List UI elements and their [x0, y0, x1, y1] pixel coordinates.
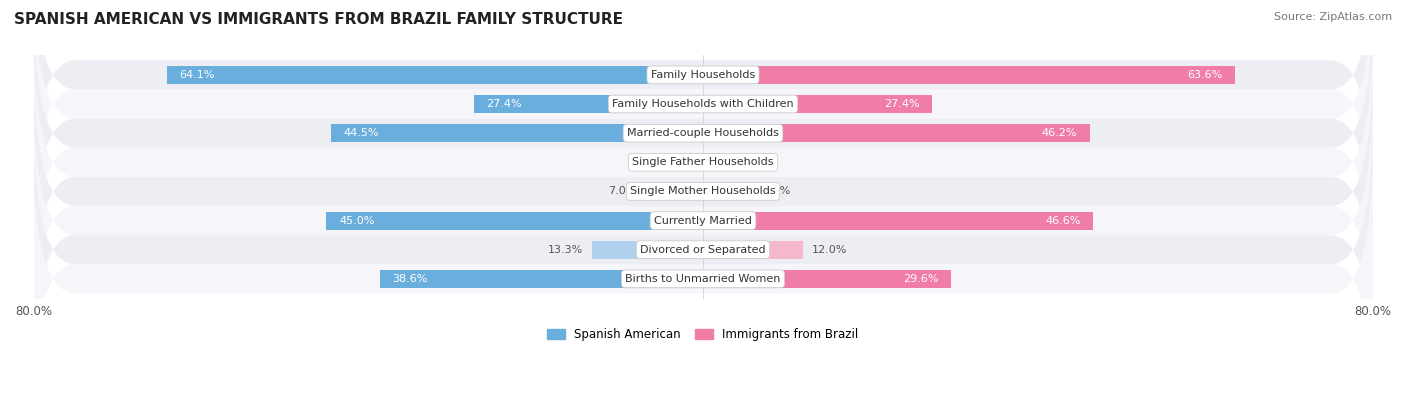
FancyBboxPatch shape [34, 148, 1372, 395]
Text: 6.1%: 6.1% [762, 186, 790, 196]
Text: 29.6%: 29.6% [903, 274, 938, 284]
Bar [703, 124, 1090, 142]
FancyBboxPatch shape [34, 60, 1372, 323]
Text: Divorced or Separated: Divorced or Separated [640, 245, 766, 255]
FancyBboxPatch shape [34, 0, 1372, 206]
Bar [703, 66, 1236, 84]
Bar [703, 182, 754, 201]
Text: Family Households: Family Households [651, 70, 755, 80]
Text: 7.0%: 7.0% [607, 186, 636, 196]
Text: Single Mother Households: Single Mother Households [630, 186, 776, 196]
Text: Currently Married: Currently Married [654, 216, 752, 226]
Bar [679, 153, 703, 171]
Bar [380, 270, 703, 288]
FancyBboxPatch shape [34, 31, 1372, 293]
Text: SPANISH AMERICAN VS IMMIGRANTS FROM BRAZIL FAMILY STRUCTURE: SPANISH AMERICAN VS IMMIGRANTS FROM BRAZ… [14, 12, 623, 27]
FancyBboxPatch shape [34, 2, 1372, 264]
Bar [703, 153, 721, 171]
Bar [330, 124, 703, 142]
Bar [644, 182, 703, 201]
Text: Married-couple Households: Married-couple Households [627, 128, 779, 138]
Bar [703, 95, 932, 113]
Text: Source: ZipAtlas.com: Source: ZipAtlas.com [1274, 12, 1392, 22]
FancyBboxPatch shape [34, 89, 1372, 352]
Bar [703, 270, 950, 288]
Text: 27.4%: 27.4% [884, 99, 920, 109]
Text: 13.3%: 13.3% [548, 245, 583, 255]
Text: 12.0%: 12.0% [811, 245, 848, 255]
Text: Single Father Households: Single Father Households [633, 157, 773, 167]
Text: 46.2%: 46.2% [1042, 128, 1077, 138]
Bar [166, 66, 703, 84]
Bar [326, 212, 703, 229]
FancyBboxPatch shape [34, 118, 1372, 381]
Text: Family Households with Children: Family Households with Children [612, 99, 794, 109]
Text: Births to Unmarried Women: Births to Unmarried Women [626, 274, 780, 284]
Bar [703, 212, 1092, 229]
Bar [703, 241, 803, 259]
Legend: Spanish American, Immigrants from Brazil: Spanish American, Immigrants from Brazil [541, 322, 865, 347]
Text: 38.6%: 38.6% [392, 274, 427, 284]
Bar [474, 95, 703, 113]
Text: 46.6%: 46.6% [1045, 216, 1080, 226]
Text: 45.0%: 45.0% [339, 216, 374, 226]
Text: 2.2%: 2.2% [730, 157, 758, 167]
Text: 44.5%: 44.5% [343, 128, 378, 138]
Text: 2.8%: 2.8% [643, 157, 671, 167]
FancyBboxPatch shape [34, 0, 1372, 235]
Bar [592, 241, 703, 259]
Text: 63.6%: 63.6% [1188, 70, 1223, 80]
Text: 27.4%: 27.4% [486, 99, 522, 109]
Text: 64.1%: 64.1% [179, 70, 215, 80]
